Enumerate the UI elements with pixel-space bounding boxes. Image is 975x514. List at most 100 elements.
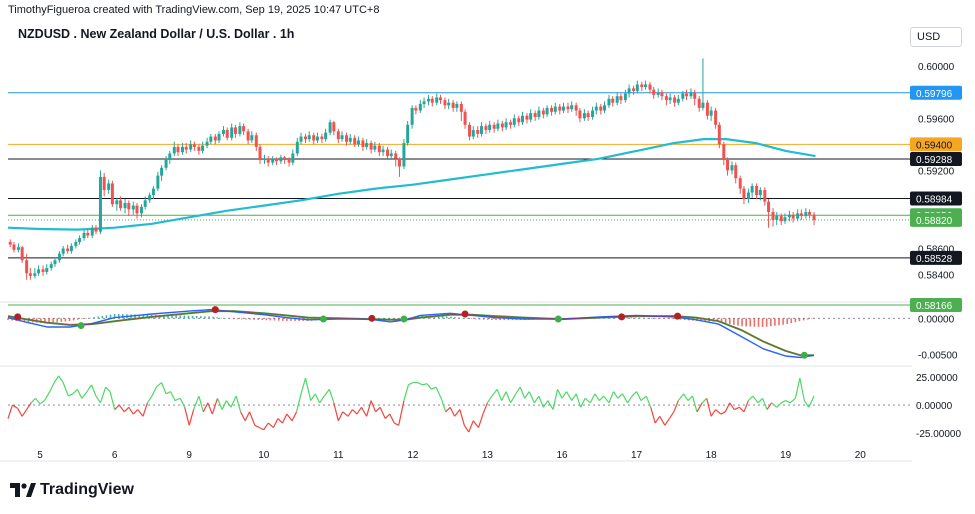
candle-body xyxy=(102,176,106,190)
oscillator-segment xyxy=(240,411,246,422)
oscillator-segment xyxy=(81,391,88,399)
candle xyxy=(381,145,385,157)
oscillator-segment xyxy=(403,384,409,401)
candle xyxy=(250,131,254,144)
candle xyxy=(435,93,439,106)
candle-body xyxy=(340,135,344,140)
macd-histogram-bar xyxy=(191,315,194,319)
oscillator-segment xyxy=(584,397,591,404)
oscillator-segment xyxy=(799,377,805,401)
candle xyxy=(271,156,275,166)
candle xyxy=(512,114,516,128)
candle xyxy=(164,156,168,171)
candle xyxy=(767,199,771,228)
candle-body xyxy=(451,102,455,108)
oscillator-segment xyxy=(295,393,302,412)
macd-histogram-bar xyxy=(97,316,100,319)
oscillator-segment xyxy=(752,395,759,404)
time-tick-label: 17 xyxy=(631,450,643,461)
candle xyxy=(468,122,472,141)
candle xyxy=(648,81,652,94)
oscillator-segment xyxy=(207,402,213,415)
macd-histogram-bar xyxy=(138,314,141,319)
candle-body xyxy=(705,102,709,116)
candle xyxy=(422,97,426,108)
macd-histogram-bar xyxy=(769,318,772,327)
oscillator-segment xyxy=(68,393,74,397)
currency-selector[interactable]: USD xyxy=(910,27,962,47)
candle-body xyxy=(529,113,533,120)
candle xyxy=(197,144,201,155)
candle-body xyxy=(217,133,221,141)
macd-histogram-bar xyxy=(220,317,223,319)
candle xyxy=(574,102,578,116)
candle xyxy=(332,120,336,136)
candle-body xyxy=(488,124,492,131)
candle xyxy=(221,126,225,137)
macd-histogram-bar xyxy=(204,316,206,319)
candle-body xyxy=(386,149,390,157)
time-tick-label: 5 xyxy=(37,450,43,461)
candle xyxy=(627,84,631,98)
candle-body xyxy=(758,189,762,196)
oscillator-segment xyxy=(640,395,647,402)
candle xyxy=(550,105,554,116)
candle-body xyxy=(697,98,701,108)
oscillator-segment xyxy=(281,413,288,424)
macd-pane xyxy=(7,306,910,359)
macd-histogram-bar xyxy=(478,318,481,320)
candle xyxy=(291,149,295,166)
candle-body xyxy=(74,242,78,246)
candle-body xyxy=(189,144,193,150)
candle xyxy=(217,131,221,144)
candle xyxy=(619,93,623,104)
oscillator-segment xyxy=(491,388,498,397)
oscillator-segment xyxy=(594,393,600,401)
candle-body xyxy=(143,200,147,207)
candle-body xyxy=(492,124,496,129)
oscillator-segment xyxy=(21,409,28,417)
price-level-tag: 0.58984 xyxy=(910,191,962,206)
oscillator-segment xyxy=(766,402,773,410)
candle-body xyxy=(599,106,603,111)
candle xyxy=(254,132,258,151)
candle-body xyxy=(430,98,434,103)
time-tick-label: 19 xyxy=(780,450,792,461)
candle-body xyxy=(394,153,398,159)
candle xyxy=(796,209,800,222)
candle-body xyxy=(324,132,328,140)
macd-histogram-bar xyxy=(511,318,514,321)
candle xyxy=(656,88,660,98)
macd-histogram-bar xyxy=(487,318,489,320)
oscillator-segment xyxy=(277,418,283,424)
macd-histogram-bar xyxy=(741,318,743,327)
candle xyxy=(279,154,283,164)
oscillator-segment xyxy=(677,393,685,401)
candle xyxy=(156,171,160,192)
oscillator-segment xyxy=(291,411,298,422)
candle xyxy=(488,120,492,133)
oscillator-segment xyxy=(319,395,325,404)
candle-body xyxy=(799,213,803,216)
candle xyxy=(410,105,414,129)
candle xyxy=(623,89,627,103)
candle-body xyxy=(693,92,697,99)
candle-body xyxy=(238,126,242,134)
oscillator-segment xyxy=(556,389,563,399)
candle-body xyxy=(86,232,90,236)
macd-histogram-bar xyxy=(224,318,227,319)
candle xyxy=(726,157,730,176)
oscillator-segment xyxy=(435,386,442,399)
candle xyxy=(28,268,32,280)
candle-body xyxy=(16,247,20,250)
candle-body xyxy=(381,149,385,153)
tradingview-logo[interactable]: TradingView xyxy=(10,481,134,499)
symbol-title[interactable]: NZDUSD . New Zealand Dollar / U.S. Dolla… xyxy=(18,27,295,41)
oscillator-segment xyxy=(328,389,335,404)
candle xyxy=(660,89,664,101)
candle xyxy=(274,157,278,166)
macd-cross-marker xyxy=(618,313,626,321)
last-price-tag-bg xyxy=(910,212,962,227)
oscillator-segment xyxy=(519,386,526,399)
